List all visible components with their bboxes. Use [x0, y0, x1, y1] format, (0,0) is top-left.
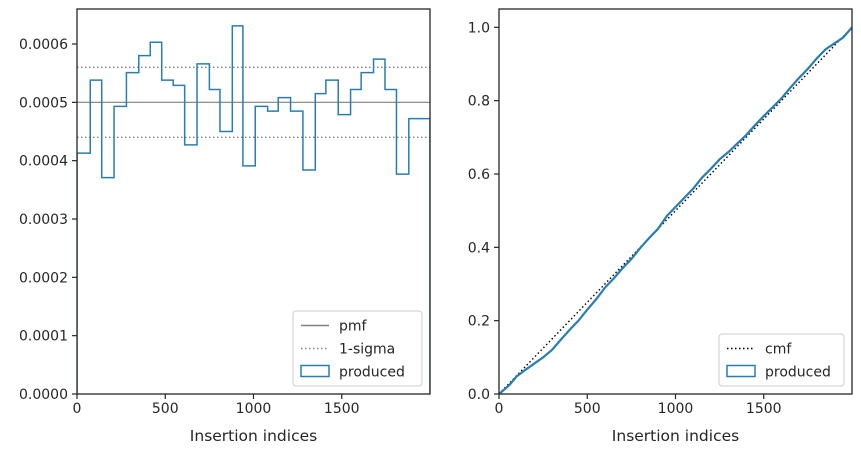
- cmf-panel: 0 500 1000 1500 0.0 0.2 0.4 0.6 0.8 1.0 Insertion …: [468, 8, 853, 445]
- x-tick-label: 1000: [658, 401, 694, 417]
- produced-histogram: [77, 25, 430, 394]
- x-tick-label: 500: [574, 401, 601, 417]
- y-tick-label: 0.6: [468, 167, 490, 183]
- y-tick-label: 0.4: [468, 240, 490, 256]
- y-tick-label: 0.0006: [19, 37, 68, 53]
- x-tick-label: 500: [152, 401, 179, 417]
- legend: pmf 1-sigma produced: [292, 310, 423, 387]
- y-tick-label: 0.0003: [19, 212, 68, 228]
- legend-label-produced: produced: [765, 365, 831, 381]
- legend-swatch-produced: [726, 364, 756, 378]
- legend-box: [718, 333, 845, 387]
- x-axis-label: Insertion indices: [612, 427, 739, 445]
- y-tick-label: 1.0: [468, 20, 490, 36]
- plot-area: [77, 25, 430, 394]
- y-tick-label: 0.0000: [19, 387, 68, 403]
- y-tick-label: 0.0002: [19, 270, 68, 286]
- x-tick-label: 1500: [746, 401, 782, 417]
- legend-label-produced: produced: [339, 365, 405, 381]
- legend-swatch-produced: [300, 364, 330, 378]
- cmf-line: [499, 26, 852, 394]
- legend: cmf produced: [718, 333, 845, 387]
- x-tick-label: 0: [73, 401, 82, 417]
- pmf-histogram-panel: 0 500 1000 1500 0.0000 0.0001 0.0002 0.0003 0.00…: [19, 8, 431, 445]
- y-tick-label: 0.0: [468, 387, 490, 403]
- x-tick-label: 0: [495, 401, 504, 417]
- legend-box: [292, 310, 423, 387]
- y-tick-label: 0.0005: [19, 95, 68, 111]
- plot-area: [499, 26, 852, 394]
- x-tick-label: 1500: [324, 401, 360, 417]
- legend-label-1-sigma: 1-sigma: [339, 342, 395, 358]
- y-tick-label: 0.8: [468, 94, 490, 110]
- produced-cumulative-line: [499, 26, 852, 394]
- x-tick-label: 1000: [236, 401, 272, 417]
- y-tick-label: 0.0001: [19, 329, 68, 345]
- y-tick-label: 0.0004: [19, 154, 68, 170]
- legend-label-cmf: cmf: [765, 342, 792, 358]
- x-axis-label: Insertion indices: [190, 427, 317, 445]
- legend-label-pmf: pmf: [339, 319, 368, 335]
- y-tick-label: 0.2: [468, 314, 490, 330]
